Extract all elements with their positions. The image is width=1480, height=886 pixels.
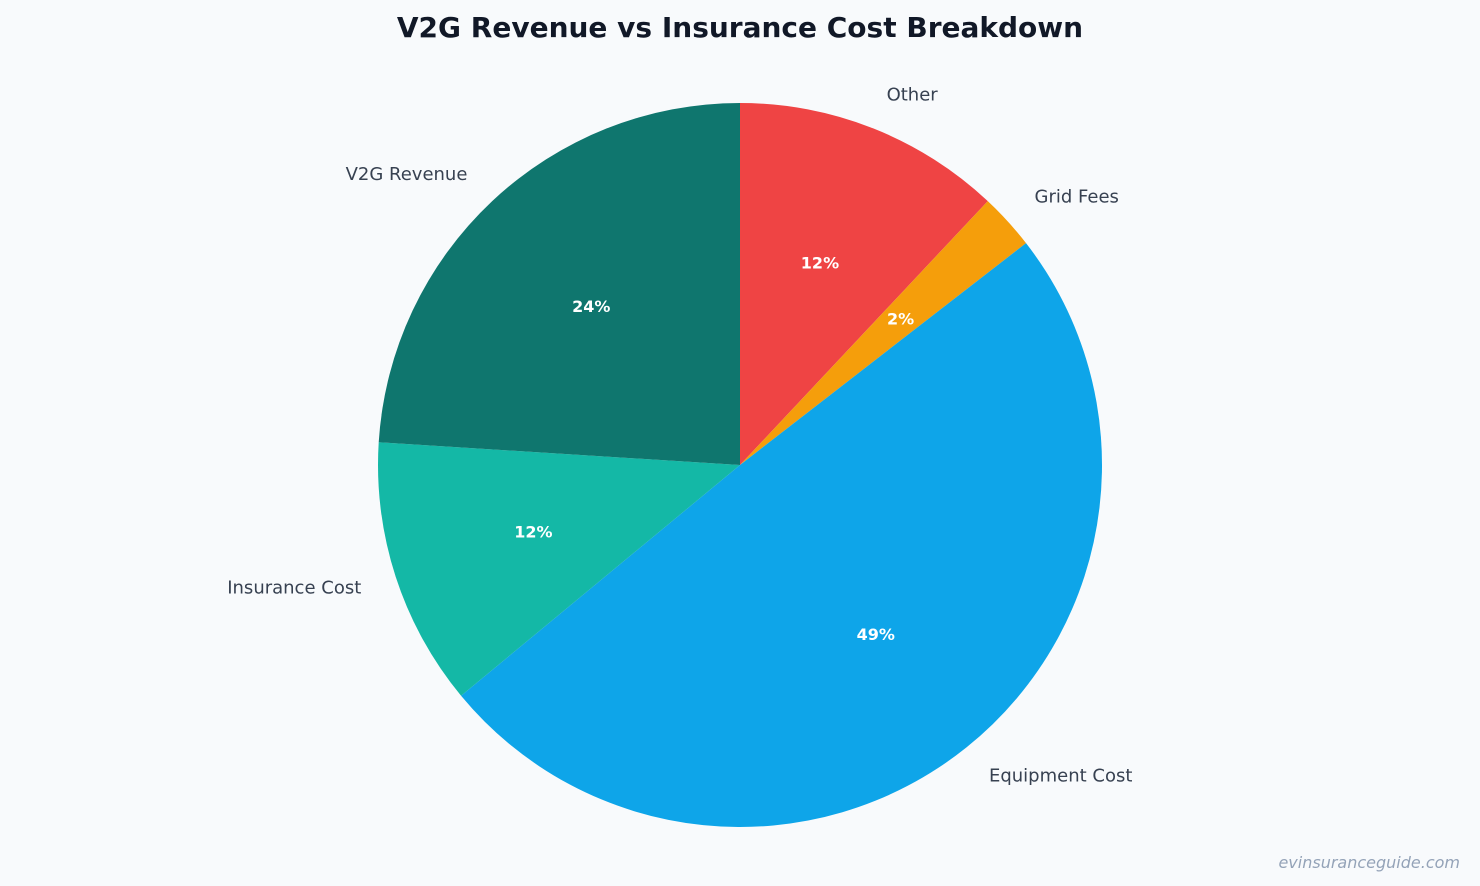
pct-label-equipment-cost: 49% <box>857 625 895 644</box>
pie-slice-grid-fees <box>740 201 1027 466</box>
pie-slice-insurance-cost <box>378 442 740 696</box>
slice-label-equipment-cost: Equipment Cost <box>989 765 1132 786</box>
pie-slices <box>378 103 1103 828</box>
slice-label-grid-fees: Grid Fees <box>1035 187 1119 208</box>
pie-labels: 12% Other 2% Grid Fees 49% Equipment Cost 12% I… <box>227 84 1132 786</box>
pct-label-grid-fees: 2% <box>887 309 914 328</box>
pct-label-other: 12% <box>801 254 839 273</box>
slice-label-insurance-cost: Insurance Cost <box>227 578 361 599</box>
chart-title: V2G Revenue vs Insurance Cost Breakdown <box>397 11 1083 44</box>
pie-slice-v2g-revenue <box>378 103 740 465</box>
watermark: evinsuranceguide.com <box>1278 853 1460 872</box>
pie-slice-other <box>740 103 988 465</box>
slice-label-other: Other <box>887 84 939 105</box>
pie-slice-equipment-cost <box>461 243 1103 828</box>
pct-label-v2g-revenue: 24% <box>572 297 610 316</box>
pct-label-insurance-cost: 12% <box>514 523 552 542</box>
slice-label-v2g-revenue: V2G Revenue <box>346 164 468 185</box>
